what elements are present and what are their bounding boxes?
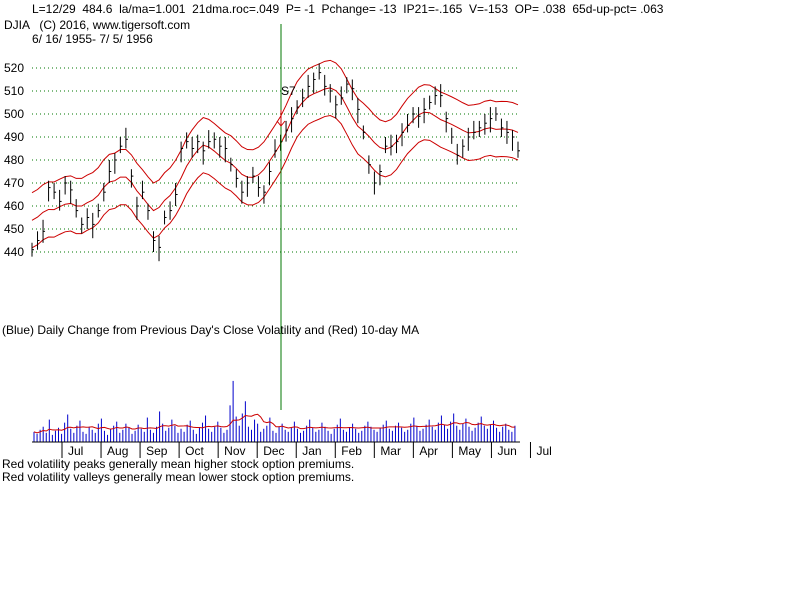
- header-line-1: L=12/29 484.6 la/ma=1.001 21dma.roc=.049…: [32, 2, 664, 16]
- footer-note-1: Red volatility peaks generally mean high…: [2, 457, 354, 471]
- month-label: May: [458, 444, 481, 458]
- y-tick-label: 500: [4, 107, 24, 121]
- month-label: Jun: [497, 444, 516, 458]
- month-label: Oct: [185, 444, 204, 458]
- band-line: [31, 115, 519, 249]
- y-tick-label: 520: [4, 61, 24, 75]
- month-label: Apr: [419, 444, 438, 458]
- volatility-title: (Blue) Daily Change from Previous Day's …: [2, 323, 419, 337]
- y-tick-label: 440: [4, 245, 24, 259]
- y-tick-label: 450: [4, 222, 24, 236]
- signal-label: S7: [281, 84, 296, 98]
- month-label: Jul: [68, 444, 83, 458]
- month-label: Jul: [536, 444, 551, 458]
- month-label: Aug: [107, 444, 128, 458]
- month-label: Jan: [302, 444, 321, 458]
- volatility-ma-line: [33, 413, 515, 434]
- y-tick-label: 480: [4, 153, 24, 167]
- band-line: [31, 59, 519, 194]
- y-tick-label: 490: [4, 130, 24, 144]
- month-label: Sep: [146, 444, 168, 458]
- month-label: Nov: [224, 444, 245, 458]
- header-line-2: DJIA (C) 2016, www.tigersoft.com: [4, 18, 191, 32]
- footer-note-2: Red volatility valleys generally mean lo…: [2, 470, 354, 484]
- y-tick-label: 470: [4, 176, 24, 190]
- month-label: Dec: [263, 444, 284, 458]
- y-tick-label: 510: [4, 84, 24, 98]
- y-tick-label: 460: [4, 199, 24, 213]
- month-label: Mar: [380, 444, 401, 458]
- month-label: Feb: [341, 444, 362, 458]
- header-line-3: 6/ 16/ 1955- 7/ 5/ 1956: [32, 32, 153, 46]
- signal-arrow: [276, 110, 286, 127]
